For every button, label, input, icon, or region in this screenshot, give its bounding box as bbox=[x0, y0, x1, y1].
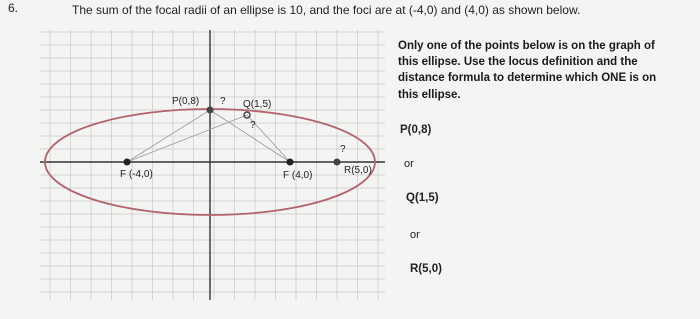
question-text: The sum of the focal radii of an ellipse… bbox=[72, 3, 580, 17]
point bbox=[206, 106, 214, 114]
point-mark: ? bbox=[220, 96, 226, 107]
point-label: R(5,0) bbox=[344, 165, 372, 176]
point-label: P(0,8) bbox=[172, 96, 199, 107]
grid bbox=[40, 30, 385, 300]
focus-label: F (4,0) bbox=[283, 170, 312, 181]
focus-point bbox=[286, 158, 294, 166]
instruction-line: this ellipse. Use the locus definition a… bbox=[398, 56, 638, 68]
point-mark: ? bbox=[340, 144, 346, 155]
option: P(0,8) bbox=[400, 124, 431, 136]
option: Q(1,5) bbox=[406, 192, 439, 204]
focal-radii bbox=[126, 109, 291, 163]
point-label: Q(1,5) bbox=[243, 99, 271, 110]
option-separator: or bbox=[410, 229, 420, 241]
instruction-line: distance formula to determine which ONE … bbox=[398, 72, 656, 84]
point-mark: ? bbox=[250, 120, 256, 131]
question-number: 6. bbox=[8, 1, 18, 15]
emphasis: one bbox=[427, 40, 447, 52]
option-separator: or bbox=[404, 158, 414, 170]
focus-point bbox=[123, 158, 131, 166]
point bbox=[243, 111, 251, 119]
point bbox=[333, 158, 341, 166]
instruction-line: Only one of the points below is on the g… bbox=[398, 40, 655, 52]
text: of the points below is on the graph of bbox=[447, 40, 655, 52]
instruction-line: this ellipse. bbox=[398, 89, 461, 101]
text: Only bbox=[398, 40, 427, 52]
focus-label: F (-4,0) bbox=[120, 169, 153, 180]
option: R(5,0) bbox=[410, 263, 442, 275]
